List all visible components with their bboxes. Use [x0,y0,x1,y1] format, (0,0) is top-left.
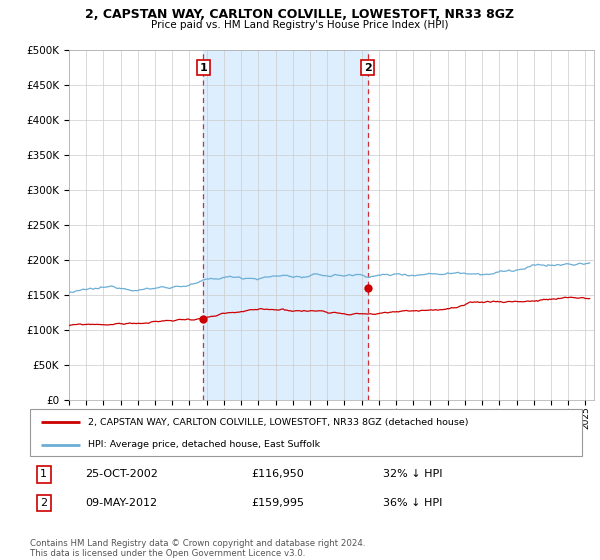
Text: 2: 2 [40,498,47,508]
Text: 2, CAPSTAN WAY, CARLTON COLVILLE, LOWESTOFT, NR33 8GZ (detached house): 2, CAPSTAN WAY, CARLTON COLVILLE, LOWEST… [88,418,469,427]
Text: Price paid vs. HM Land Registry's House Price Index (HPI): Price paid vs. HM Land Registry's House … [151,20,449,30]
Text: £116,950: £116,950 [251,469,304,479]
Bar [203,50,368,400]
Text: 1: 1 [200,63,208,73]
Text: 1: 1 [40,469,47,479]
Text: £159,995: £159,995 [251,498,304,508]
Text: 2: 2 [364,63,371,73]
FancyBboxPatch shape [30,409,582,456]
Text: Contains HM Land Registry data © Crown copyright and database right 2024.
This d: Contains HM Land Registry data © Crown c… [30,539,365,558]
Text: HPI: Average price, detached house, East Suffolk: HPI: Average price, detached house, East… [88,440,320,449]
Text: 2, CAPSTAN WAY, CARLTON COLVILLE, LOWESTOFT, NR33 8GZ: 2, CAPSTAN WAY, CARLTON COLVILLE, LOWEST… [85,8,515,21]
Text: 32% ↓ HPI: 32% ↓ HPI [383,469,443,479]
Text: 09-MAY-2012: 09-MAY-2012 [85,498,157,508]
Text: 36% ↓ HPI: 36% ↓ HPI [383,498,443,508]
Text: 25-OCT-2002: 25-OCT-2002 [85,469,158,479]
